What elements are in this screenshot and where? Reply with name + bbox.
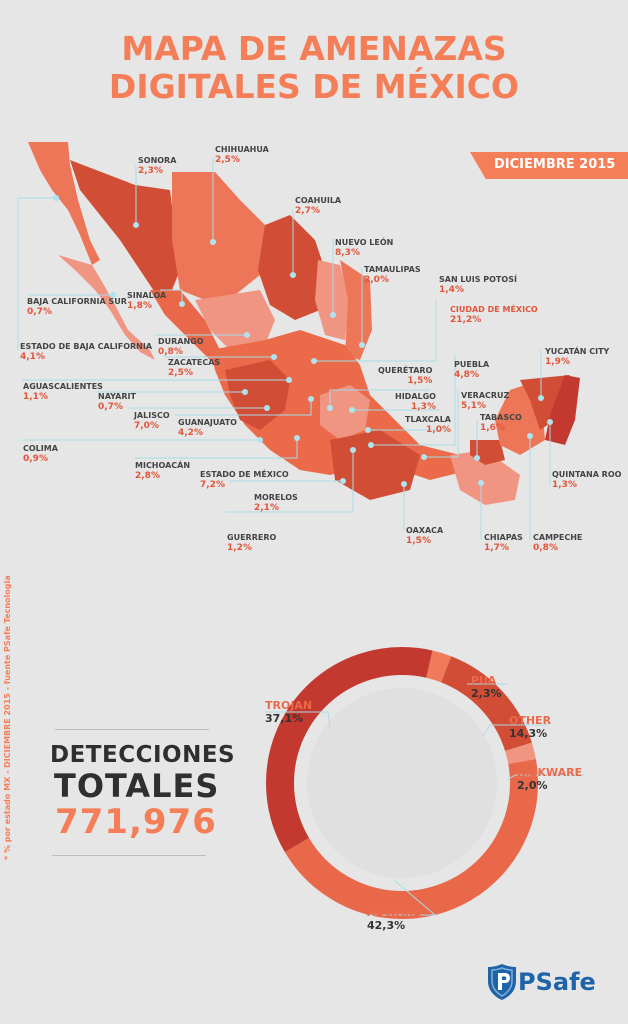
label-veracruz: VERACRUZ 5,1% — [461, 391, 510, 411]
label-guerrero: GUERRERO 1,2% — [227, 533, 277, 553]
label-chihuahua: CHIHUAHUA 2,5% — [215, 145, 269, 165]
psafe-shield-icon — [488, 964, 516, 1000]
title-line-2: DIGITALES DE MÉXICO — [108, 67, 520, 106]
state-sinaloa — [150, 290, 220, 360]
label-sinaloa: SINALOA 1,8% — [127, 291, 167, 311]
label-tlaxcala: TLAXCALA 1,0% — [405, 415, 451, 435]
state-quintana-roo — [545, 375, 580, 445]
state-jalisco-region — [225, 360, 290, 430]
label-coahuila: COAHUILA 2,7% — [295, 196, 342, 216]
label-durango: DURANGO 0,8% — [158, 337, 204, 357]
label-baja-california-sur: BAJA CALIFORNIA SUR 0,7% — [27, 297, 127, 317]
state-hidalgo-puebla-region — [320, 385, 370, 440]
leader-lines — [17, 158, 551, 540]
label-chiapas: CHIAPAS 1,7% — [484, 533, 523, 553]
label-nayarit: NAYARIT 0,7% — [98, 392, 136, 412]
label-colima: COLIMA 0,9% — [23, 444, 58, 464]
segment-trojan-tail — [266, 647, 538, 919]
label-tamaulipas: TAMAULIPAS 2,0% — [364, 265, 421, 285]
state-markers — [53, 195, 553, 487]
totals-value: 771,976 — [55, 802, 217, 842]
title-line-1: MAPA DE AMENAZAS — [121, 29, 507, 68]
label-sonora: SONORA 2,3% — [138, 156, 177, 176]
period-ribbon: DICIEMBRE 2015 — [470, 152, 628, 179]
state-sonora — [70, 160, 180, 300]
donut-label-adware: ADWARE 42,3% — [367, 906, 421, 932]
label-baja-california: ESTADO DE BAJA CALIFORNIA 4,1% — [20, 342, 153, 362]
label-michoacan: MICHOACÁN 2,8% — [135, 461, 191, 481]
label-queretaro: QUERÉTARO 1,5% — [378, 366, 433, 386]
donut-label-pua: PUA 2,3% — [471, 674, 502, 700]
donut-label-riskware: RISKWARE 2,0% — [517, 766, 583, 792]
label-nuevo-leon: NUEVO LEÓN 8,3% — [335, 238, 394, 258]
state-baja-california-sur — [58, 255, 155, 360]
label-tabasco: TABASCO 1,6% — [480, 413, 522, 433]
divider-bottom — [52, 855, 206, 856]
label-guanajuato: GUANAJUATO 4,2% — [178, 418, 237, 438]
label-oaxaca: OAXACA 1,5% — [406, 526, 444, 546]
page-title: MAPA DE AMENAZAS DIGITALES DE MÉXICO — [0, 30, 628, 106]
divider-top — [55, 729, 209, 730]
donut-label-trojan: TROJAN 37,1% — [265, 699, 313, 725]
period-label: DICIEMBRE 2015 — [494, 157, 616, 172]
donut-leader-lines — [265, 683, 585, 916]
state-tamaulipas — [340, 260, 372, 360]
label-aguascalientes: AGUASCALIENTES 1,1% — [23, 382, 103, 402]
label-zacatecas: ZACATECAS 2,5% — [168, 358, 221, 378]
label-estado-de-mexico: ESTADO DE MÉXICO 7,2% — [200, 470, 289, 490]
state-chiapas — [450, 450, 520, 505]
label-san-luis-potosi: SAN LUIS POTOSÍ 1,4% — [439, 275, 517, 295]
state-coahuila — [258, 215, 325, 320]
label-campeche: CAMPECHE 0,8% — [533, 533, 583, 553]
donut-label-other: OTHER 14,3% — [509, 714, 552, 740]
totals-label-2: TOTALES — [54, 767, 220, 805]
psafe-logo-text: PSafe — [518, 968, 596, 996]
label-ciudad-de-mexico: CIUDAD DE MÉXICO 21,2% — [450, 305, 538, 325]
mexico-map — [17, 142, 580, 540]
label-quintana-roo: QUINTANA ROO 1,3% — [552, 470, 622, 490]
label-morelos: MORELOS 2,1% — [254, 493, 298, 513]
totals-label-1: DETECCIONES — [50, 742, 236, 768]
state-baja-california — [28, 142, 100, 265]
state-yucatan — [520, 375, 570, 430]
segment-adware — [266, 647, 538, 919]
state-chihuahua — [172, 172, 265, 300]
label-jalisco: JALISCO 7,0% — [134, 411, 170, 431]
label-hidalgo: HIDALGO 1,3% — [395, 392, 436, 412]
label-puebla: PUEBLA 4,8% — [454, 360, 490, 380]
label-yucatan: YUCATÁN CITY 1,9% — [545, 347, 610, 367]
